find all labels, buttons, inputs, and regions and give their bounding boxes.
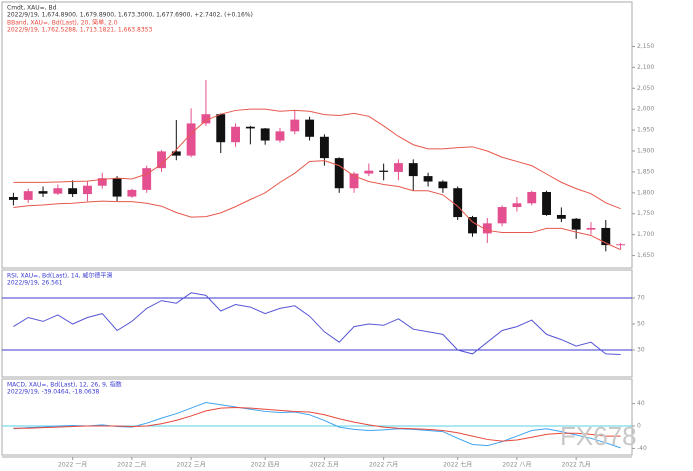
candle-body (571, 218, 581, 230)
y-tick-label: 1,900 (637, 148, 654, 155)
candle-body (260, 128, 270, 141)
y-tick-label: 2,050 (637, 85, 654, 92)
candle-body (201, 114, 211, 124)
candle-body (468, 217, 477, 234)
series-line (13, 108, 621, 210)
y-tick-label: 1,850 (637, 168, 654, 175)
macd-panel (1, 378, 633, 456)
y-tick-label: 1,950 (637, 127, 654, 134)
candle-body (319, 136, 329, 159)
candle-body (349, 173, 359, 189)
price-subtitle: 2022/9/19, 1,674.8900, 1,679.8900, 1,673… (7, 12, 253, 19)
candle-body (497, 207, 507, 224)
candle-body (616, 244, 626, 246)
candle-body (556, 214, 566, 219)
y-tick-label: 2,100 (637, 64, 654, 71)
series-line (13, 407, 621, 442)
x-tick-label: 2022 六月 (369, 461, 398, 469)
candle-body (171, 151, 181, 156)
candle-body (8, 197, 18, 200)
candle-body (97, 178, 107, 186)
candle-body (23, 191, 33, 200)
y-tick-label: 2,150 (637, 43, 654, 50)
bband-subtitle: 2022/9/19, 1,762.5288, 1,713.1821, 1,663… (7, 27, 152, 34)
candle-body (38, 191, 48, 194)
bband-title: BBand, XAU=, Bd(Last), 20, 简单, 2.0 (7, 19, 118, 27)
candle-body (438, 181, 448, 189)
candle-body (142, 168, 152, 190)
price-panel (1, 1, 633, 269)
x-tick-label: 2022 八月 (502, 462, 531, 469)
candle-body (586, 227, 596, 230)
y-tick-label: 2,000 (637, 106, 654, 113)
x-tick-label: 2022 四月 (251, 462, 280, 469)
candle-body (423, 176, 433, 182)
watermark: FX678 (560, 421, 637, 451)
candle-body (127, 189, 137, 197)
candle-body (408, 163, 418, 177)
candle-body (482, 223, 492, 234)
candle-body (157, 151, 166, 169)
x-tick-label: 2022 七月 (443, 461, 472, 469)
candle-body (305, 119, 315, 137)
y-tick-label: 1,800 (637, 189, 654, 196)
y-tick-label: 1,650 (637, 252, 654, 259)
candle-body (527, 191, 537, 204)
candle-body (245, 126, 255, 129)
candle-body (364, 170, 374, 174)
x-tick-label: 2022 五月 (310, 462, 339, 469)
y-tick-label: 0 (637, 423, 641, 430)
macd-title: MACD, XAU=, Bd(Last), 12, 26, 9, 指数 (7, 381, 122, 389)
x-tick-label: 2022 九月 (562, 461, 591, 469)
y-tick-label: 1,700 (637, 231, 654, 238)
candle-body (379, 170, 389, 172)
y-tick-label: -40 (637, 445, 647, 452)
candle-body (542, 191, 551, 215)
candle-body (231, 126, 240, 143)
rsi-subtitle: 2022/9/19, 26.561 (7, 280, 63, 287)
candle-body (275, 131, 285, 141)
candle-body (53, 188, 63, 194)
x-tick-label: 2022 一月 (58, 462, 87, 469)
candle-body (83, 185, 92, 195)
rsi-title: RSI, XAU=, Bd(Last), 14, 威尔德平滑 (7, 272, 112, 280)
series-line (13, 160, 621, 251)
candle-body (453, 188, 463, 218)
y-tick-label: 70 (637, 295, 645, 302)
candle-body (394, 163, 403, 172)
candle-body (68, 188, 78, 195)
candle-body (290, 119, 300, 132)
series-line (13, 292, 621, 355)
macd-subtitle: 2022/9/19, -39.0464, -18.0638 (7, 389, 100, 396)
price-title: Cmdt, XAU=, Bd (7, 5, 57, 12)
y-tick-label: 40 (637, 400, 645, 407)
candle-body (601, 227, 611, 246)
candle-body (216, 114, 226, 143)
y-tick-label: 1,750 (637, 210, 654, 217)
x-tick-label: 2022 二月 (117, 462, 146, 469)
y-tick-label: 30 (637, 347, 645, 354)
candle-body (112, 178, 122, 197)
candle-body (512, 203, 522, 208)
candle-body (186, 123, 196, 156)
y-tick-label: 50 (637, 321, 645, 328)
x-tick-label: 2022 三月 (177, 462, 206, 469)
candle-body (334, 158, 344, 189)
